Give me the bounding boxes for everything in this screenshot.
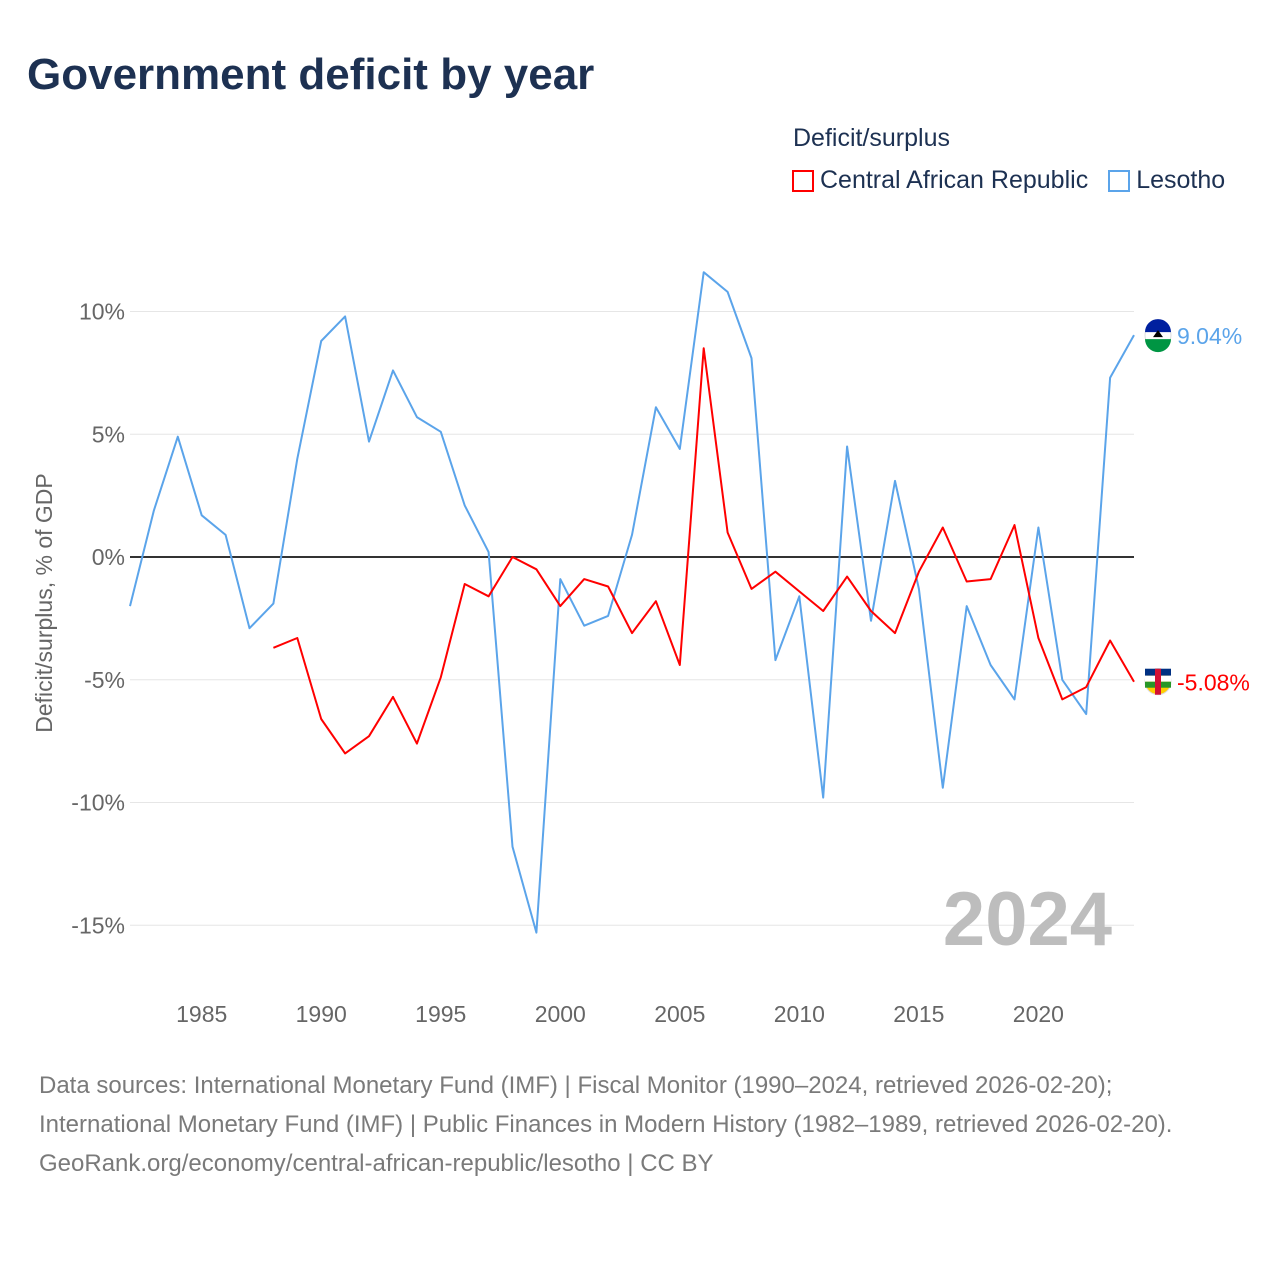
legend-label: Lesotho bbox=[1136, 166, 1226, 194]
end-value-label: -5.08% bbox=[1177, 670, 1250, 696]
x-tick-label: 1985 bbox=[176, 1001, 227, 1027]
x-tick-label: 1990 bbox=[296, 1001, 347, 1027]
flag-icon-stripe bbox=[1145, 319, 1171, 333]
y-tick-label: -5% bbox=[84, 667, 125, 693]
legend: Central African Republic Lesotho bbox=[792, 166, 1225, 195]
flag-icon-stripe bbox=[1145, 339, 1171, 353]
y-axis-label: Deficit/surplus, % of GDP bbox=[31, 473, 57, 732]
chart-title: Government deficit by year bbox=[27, 50, 595, 99]
legend-title: Deficit/surplus bbox=[793, 124, 950, 152]
series-line-central-african-republic bbox=[273, 347, 1135, 755]
year-label: 2024 bbox=[943, 877, 1112, 962]
y-tick-label: 0% bbox=[92, 544, 125, 570]
data-sources: Data sources: International Monetary Fun… bbox=[39, 1072, 1173, 1138]
x-tick-label: 1995 bbox=[415, 1001, 466, 1027]
legend-item-central-african-republic[interactable]: Central African Republic bbox=[792, 166, 1088, 195]
series-line-lesotho bbox=[129, 271, 1135, 934]
y-tick-label: 5% bbox=[92, 421, 125, 447]
flag-icon-hat bbox=[1153, 330, 1163, 338]
y-tick-label: 10% bbox=[79, 299, 125, 325]
legend-label: Central African Republic bbox=[820, 166, 1089, 194]
x-tick-label: 2020 bbox=[1013, 1001, 1064, 1027]
x-tick-label: 2015 bbox=[893, 1001, 944, 1027]
credit-link[interactable]: GeoRank.org/economy/central-african-repu… bbox=[39, 1150, 714, 1177]
legend-item-lesotho[interactable]: Lesotho bbox=[1108, 166, 1225, 195]
legend-swatch bbox=[1108, 169, 1131, 192]
legend-swatch bbox=[792, 169, 814, 192]
x-tick-label: 2010 bbox=[774, 1001, 825, 1027]
end-value-label: 9.04% bbox=[1177, 323, 1242, 349]
y-tick-label: -15% bbox=[71, 912, 125, 938]
y-tick-label: -10% bbox=[71, 790, 125, 816]
footer: Data sources: International Monetary Fun… bbox=[39, 1066, 1239, 1183]
x-tick-label: 2000 bbox=[535, 1001, 586, 1027]
x-tick-label: 2005 bbox=[654, 1001, 705, 1027]
flag-icon-stripe bbox=[1155, 668, 1161, 695]
plot-area: 10% 5% 0% -5% -10% -15% 1985 1990 1995 2000 2005 20… bbox=[31, 271, 1250, 1027]
